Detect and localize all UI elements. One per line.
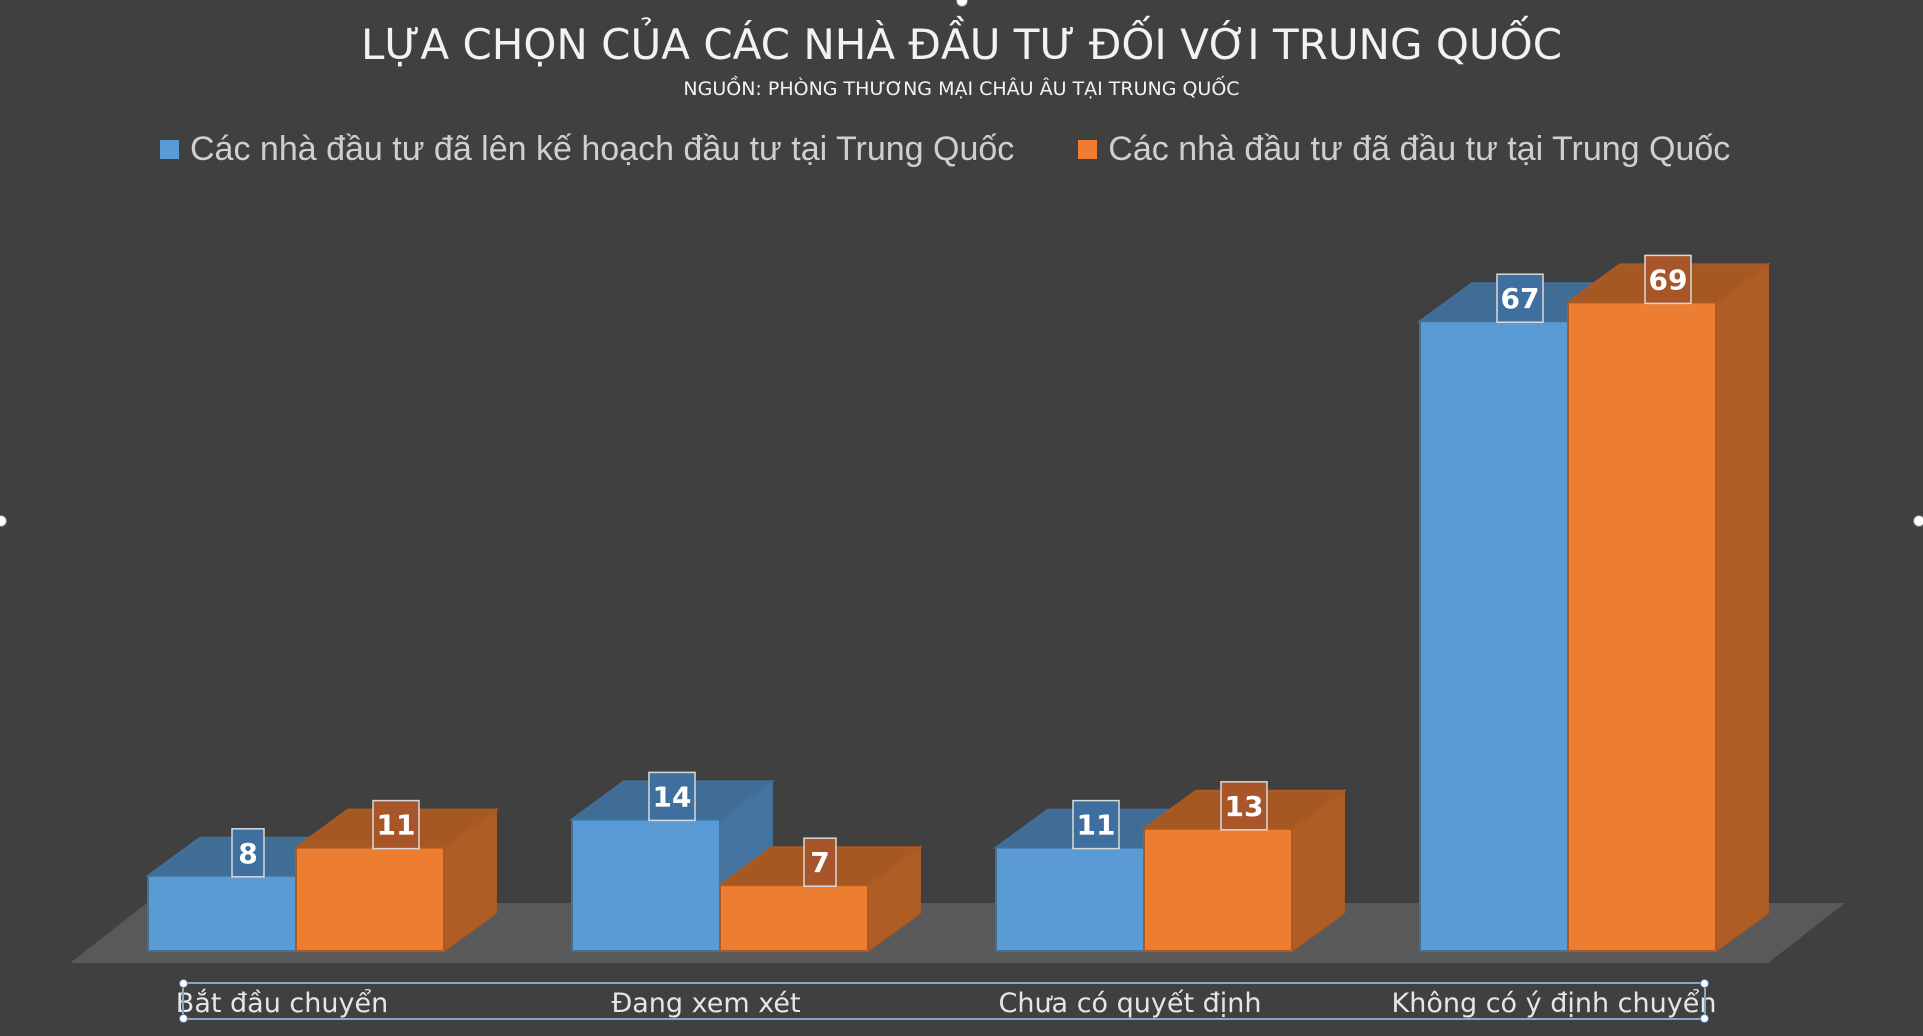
selection-handle-top-left[interactable] [179, 979, 188, 988]
data-label-box [231, 828, 265, 878]
bar-front-face [1419, 320, 1569, 952]
category-label-0: Bắt đầu chuyển [176, 988, 388, 1019]
data-label-text: 7 [810, 846, 829, 879]
data-label-box [803, 837, 837, 887]
chart-legend: Các nhà đầu tư đã lên kế hoạch đầu tư tạ… [160, 130, 1794, 169]
category-label-3: Không có ý định chuyển [1392, 988, 1717, 1019]
chart-title: LỰA CHỌN CỦA CÁC NHÀ ĐẦU TƯ ĐỐI VỚI TRUN… [360, 20, 1563, 69]
bar-front-face [1143, 827, 1293, 952]
data-label-invested-0: 11 [372, 799, 420, 850]
bar-front-face [147, 874, 297, 952]
bar-front-face [1567, 301, 1717, 952]
selection-handle-top-right[interactable] [1700, 979, 1709, 988]
selection-handle-bottom-left[interactable] [179, 1014, 188, 1023]
bar-front-face [995, 846, 1145, 952]
data-label-text: 14 [653, 780, 692, 813]
bar-front-face [295, 846, 445, 952]
data-label-invested-3: 69 [1644, 254, 1692, 305]
chart-subtitle: NGUỒN: PHÒNG THƯƠNG MẠI CHÂU ÂU TẠI TRUN… [683, 78, 1240, 100]
chart-resize-handle-right[interactable] [1913, 515, 1923, 527]
data-label-box [1220, 781, 1268, 831]
data-label-planned-3: 67 [1496, 273, 1544, 323]
legend-label-invested: Các nhà đầu tư đã đầu tư tại Trung Quốc [1108, 130, 1731, 168]
data-label-invested-2: 13 [1220, 781, 1268, 831]
legend-item-invested: Các nhà đầu tư đã đầu tư tại Trung Quốc [1078, 130, 1730, 169]
bar-front-face [571, 818, 721, 953]
data-label-text: 11 [1077, 809, 1116, 842]
data-label-text: 8 [238, 837, 257, 870]
data-label-text: 13 [1225, 790, 1264, 823]
data-label-invested-1: 7 [803, 837, 837, 887]
category-label-1: Đang xem xét [611, 988, 800, 1019]
category-axis-selection[interactable] [179, 979, 1709, 1023]
data-label-planned-2: 11 [1072, 799, 1120, 850]
data-label-box [372, 799, 420, 850]
data-label-text: 11 [377, 809, 416, 842]
legend-label-planned: Các nhà đầu tư đã lên kế hoạch đầu tư tạ… [190, 130, 1015, 168]
legend-swatch-planned [160, 140, 179, 159]
data-label-planned-0: 8 [231, 828, 265, 878]
data-label-text: 69 [1649, 263, 1688, 296]
legend-swatch-invested [1078, 140, 1098, 159]
category-label-2: Chưa có quyết định [998, 988, 1261, 1019]
data-label-box [1496, 273, 1544, 323]
data-label-text: 67 [1501, 282, 1540, 315]
bar-side-face [1715, 262, 1769, 953]
legend-item-planned: Các nhà đầu tư đã lên kế hoạch đầu tư tạ… [160, 130, 1014, 169]
data-label-box [1072, 799, 1120, 850]
data-label-box [1644, 254, 1692, 305]
selection-handle-bottom-right[interactable] [1700, 1014, 1709, 1023]
bar-front-face [719, 884, 869, 953]
data-label-box [648, 771, 696, 822]
bar-invested-3[interactable] [1564, 262, 1772, 953]
chart-floor [70, 903, 1845, 963]
data-label-planned-1: 14 [648, 771, 696, 822]
